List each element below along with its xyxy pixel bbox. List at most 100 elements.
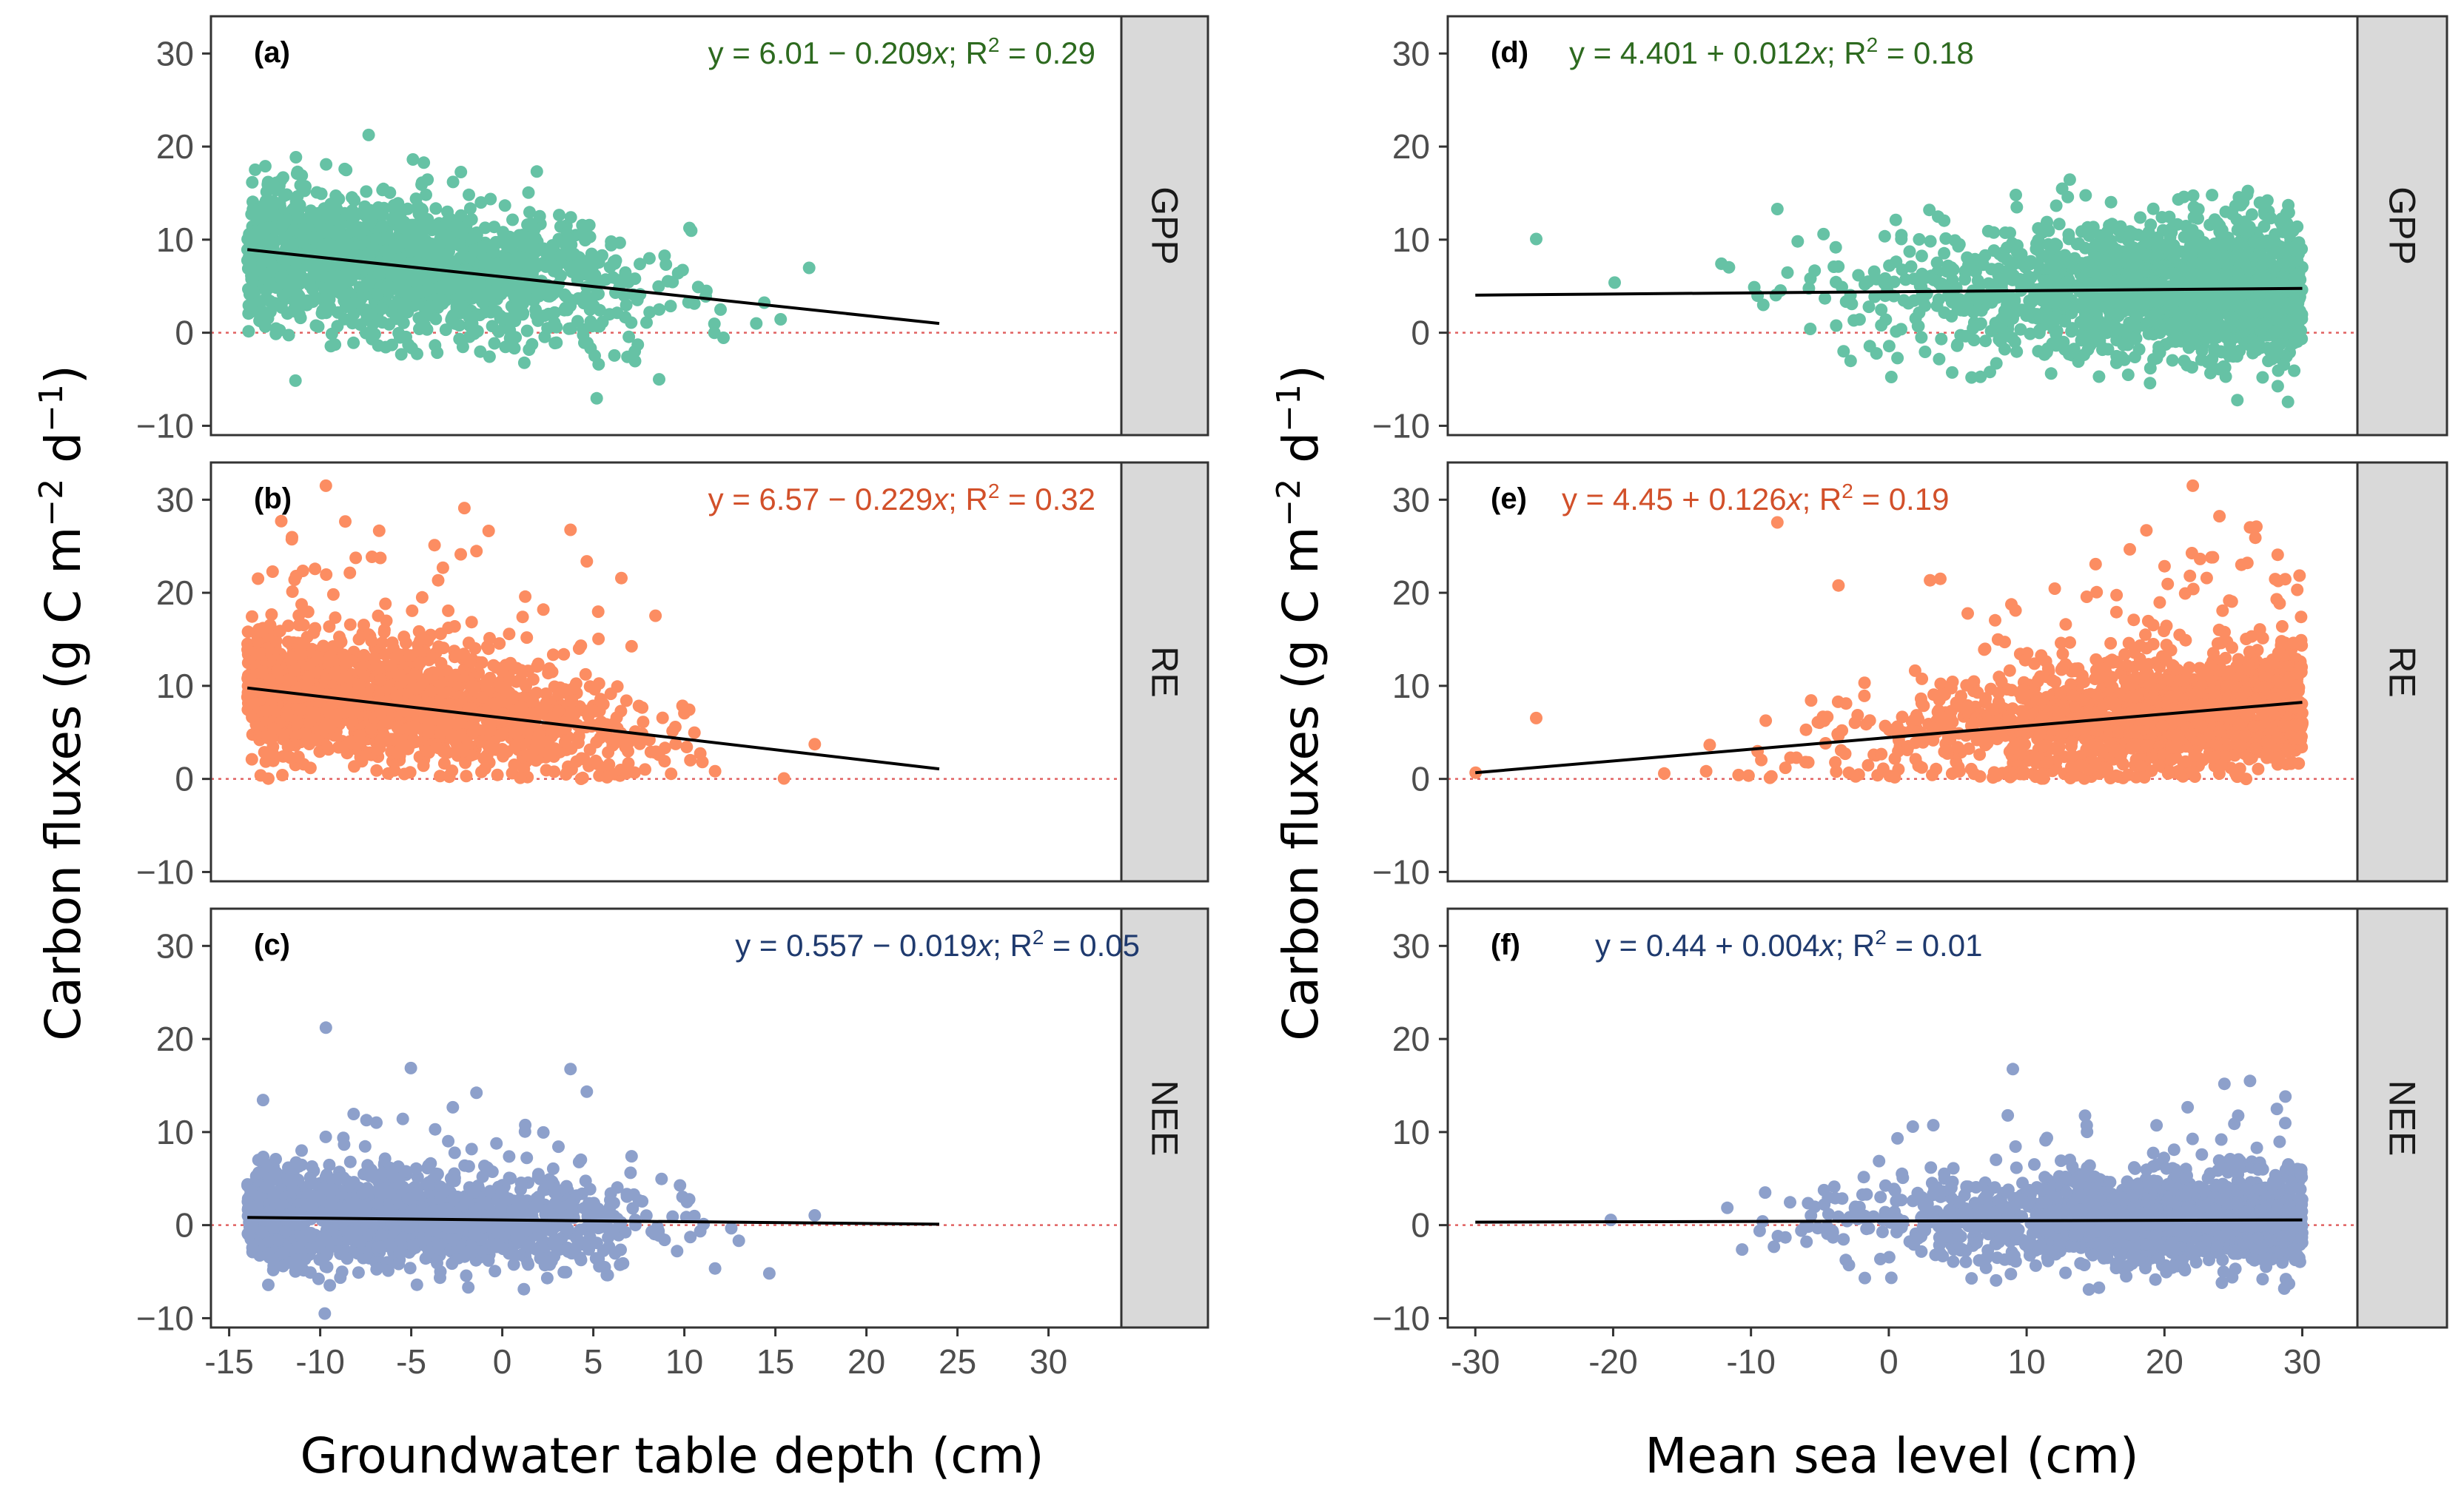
- scatter-point: [552, 1140, 565, 1154]
- scatter-point: [370, 1262, 383, 1276]
- scatter-point: [400, 285, 413, 298]
- scatter-point: [540, 1271, 554, 1285]
- scatter-point: [530, 165, 543, 178]
- scatter-point: [291, 716, 304, 730]
- scatter-point: [319, 259, 332, 272]
- scatter-point: [412, 245, 426, 258]
- scatter-point: [422, 726, 435, 739]
- scatter-point: [577, 294, 591, 307]
- scatter-point: [329, 1209, 343, 1222]
- scatter-point: [336, 229, 349, 243]
- right-y-title-mid: d: [1272, 432, 1329, 479]
- scatter-point: [262, 196, 275, 209]
- scatter-point: [326, 588, 340, 601]
- scatter-point: [336, 277, 349, 291]
- scatter-point: [303, 761, 317, 775]
- scatter-point: [377, 182, 390, 195]
- scatter-point: [653, 373, 665, 386]
- equation-prefix: y = 0.557 − 0.019: [735, 928, 977, 963]
- scatter-point: [429, 1170, 443, 1183]
- scatter-point: [579, 1174, 592, 1188]
- scatter-point: [622, 757, 635, 770]
- scatter-point: [320, 568, 333, 581]
- scatter-point: [642, 252, 656, 265]
- scatter-point: [420, 744, 434, 758]
- scatter-point: [241, 625, 255, 639]
- scatter-point: [665, 767, 678, 781]
- scatter-point: [574, 773, 588, 785]
- scatter-point: [448, 669, 461, 682]
- scatter-point: [572, 642, 585, 655]
- scatter-point: [460, 1269, 473, 1282]
- scatter-point: [375, 221, 389, 233]
- scatter-point: [319, 479, 332, 492]
- scatter-point: [449, 735, 462, 748]
- scatter-point: [488, 697, 501, 710]
- scatter-point: [579, 667, 592, 681]
- scatter-point: [401, 202, 414, 215]
- scatter-point: [552, 687, 565, 701]
- scatter-point: [454, 548, 467, 561]
- scatter-point: [328, 666, 341, 679]
- scatter-point: [352, 1266, 365, 1279]
- scatter-point: [370, 764, 383, 777]
- scatter-point: [410, 1278, 423, 1291]
- scatter-point: [600, 770, 614, 784]
- scatter-point: [346, 1227, 359, 1240]
- scatter-point: [583, 230, 597, 243]
- scatter-point: [553, 209, 565, 222]
- left-y-title-main: Carbon fluxes (g C m: [35, 527, 92, 1041]
- left-y-axis-title: Carbon fluxes (g C m−2 d−1): [33, 365, 92, 1041]
- y-tick-label: −10: [136, 852, 194, 891]
- scatter-point: [443, 770, 456, 784]
- scatter-point: [318, 1230, 332, 1243]
- scatter-point: [347, 1176, 360, 1189]
- scatter-point: [242, 325, 255, 338]
- scatter-point: [257, 1151, 270, 1163]
- scatter-point: [320, 1168, 333, 1182]
- scatter-point: [377, 625, 391, 639]
- scatter-point: [393, 1245, 406, 1259]
- scatter-point: [249, 204, 263, 218]
- scatter-point: [365, 1165, 378, 1179]
- scatter-point: [501, 312, 514, 326]
- scatter-point: [563, 322, 576, 335]
- scatter-point: [503, 627, 516, 641]
- scatter-point: [322, 743, 335, 756]
- scatter-point: [680, 1195, 694, 1208]
- scatter-point: [483, 756, 496, 769]
- scatter-point: [457, 647, 471, 661]
- equation-suffix: = 0.32: [999, 482, 1095, 516]
- scatter-point: [319, 1021, 332, 1034]
- scatter-point: [668, 721, 682, 733]
- scatter-point: [385, 659, 398, 673]
- scatter-point: [252, 623, 265, 636]
- scatter-point: [429, 1123, 442, 1136]
- scatter-point: [592, 1203, 605, 1217]
- scatter-point: [241, 643, 254, 656]
- scatter-point: [574, 1254, 588, 1267]
- scatter-point: [404, 1061, 417, 1074]
- scatter-point: [317, 269, 330, 283]
- scatter-point: [460, 770, 473, 783]
- scatter-point: [292, 609, 306, 622]
- scatter-point: [392, 326, 406, 340]
- scatter-point: [808, 738, 822, 751]
- y-tick-label: 10: [156, 1113, 194, 1151]
- scatter-point: [446, 1100, 460, 1114]
- scatter-point: [606, 271, 620, 284]
- scatter-point: [335, 287, 348, 300]
- scatter-point: [517, 306, 530, 320]
- scatter-point: [592, 632, 605, 645]
- scatter-point: [449, 238, 463, 251]
- scatter-point: [326, 1183, 340, 1197]
- scatter-point: [349, 551, 363, 565]
- scatter-point: [523, 206, 536, 219]
- scatter-point: [407, 1239, 420, 1252]
- scatter-point: [584, 342, 597, 355]
- scatter-point: [273, 625, 286, 638]
- scatter-point: [519, 1118, 532, 1131]
- scatter-point: [424, 684, 437, 698]
- scatter-point: [587, 300, 600, 312]
